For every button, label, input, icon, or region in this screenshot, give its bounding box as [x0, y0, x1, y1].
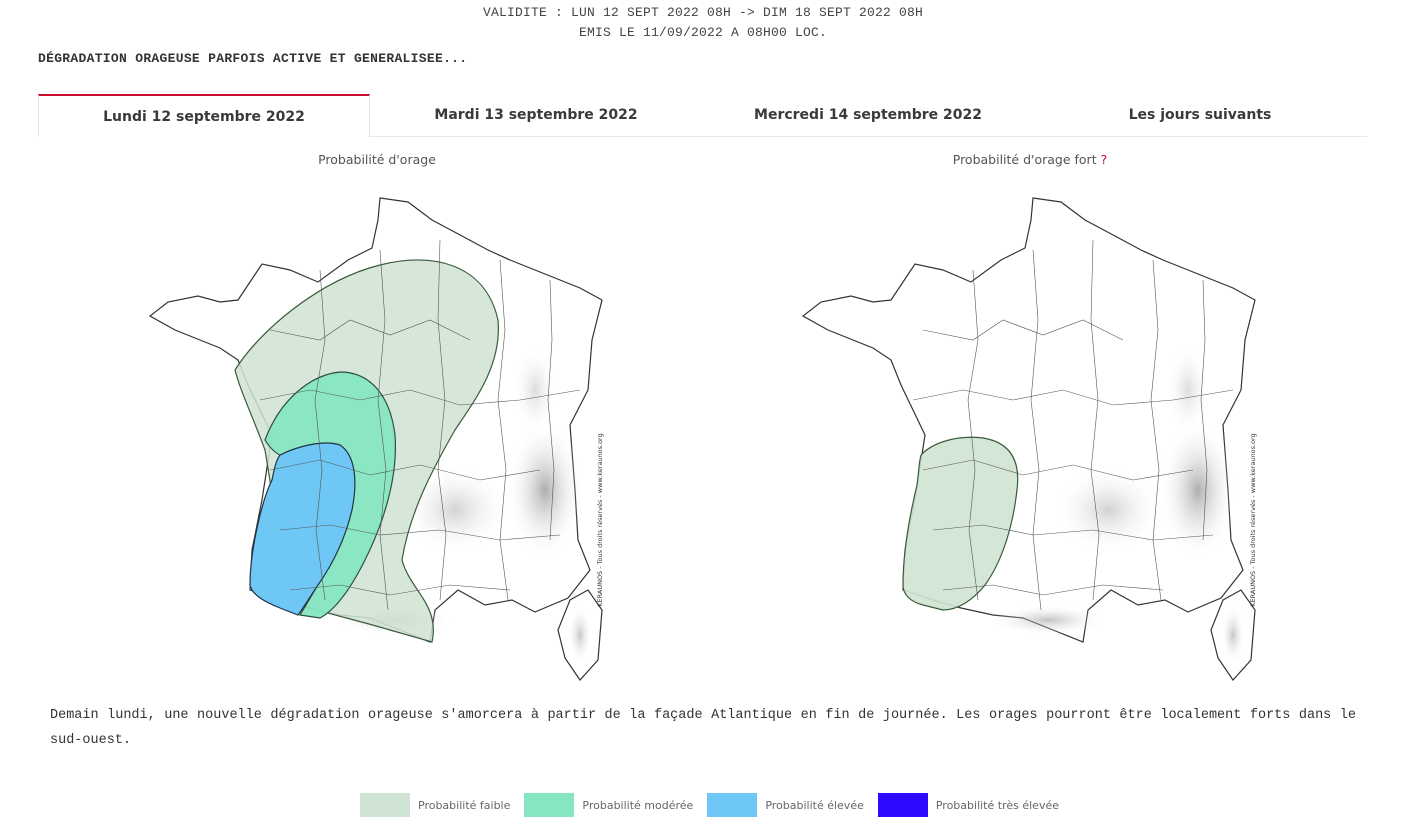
- map-title-text: Probabilité d'orage fort: [952, 152, 1097, 167]
- forecast-description: Demain lundi, une nouvelle dégradation o…: [50, 708, 1356, 748]
- validity-period: VALIDITE : LUN 12 SEPT 2022 08H -> DIM 1…: [482, 5, 924, 20]
- legend-swatch-high: [707, 793, 758, 817]
- issued-date: EMIS LE 11/09/2022 A 08H00 LOC.: [578, 25, 828, 40]
- map-title-strong-storm-probability: Probabilité d'orage fort ?: [873, 152, 1187, 167]
- probability-legend: Probabilité faible Probabilité modérée P…: [360, 793, 1073, 817]
- validity-header: VALIDITE : LUN 12 SEPT 2022 08H -> DIM 1…: [0, 3, 1406, 43]
- legend-swatch-low: [360, 793, 410, 817]
- relief-shading: [988, 345, 1245, 665]
- legend-swatch-moderate: [524, 793, 575, 817]
- department-borders: [912, 239, 1234, 611]
- map-storm-probability: KERAUNOS - Tous droits réservés - www.ke…: [148, 197, 604, 681]
- map-title-text: Probabilité d'orage: [318, 152, 436, 167]
- forecast-headline: DÉGRADATION ORAGEUSE PARFOIS ACTIVE ET G…: [38, 51, 468, 66]
- risk-zone-low: [902, 436, 1019, 611]
- legend-label-high: Probabilité élevée: [765, 798, 864, 812]
- legend-item-very-high: Probabilité très élevée: [877, 793, 1059, 817]
- legend-swatch-very-high: [877, 793, 928, 817]
- tab-following-days[interactable]: Les jours suivants: [1128, 107, 1272, 123]
- map-title-storm-probability: Probabilité d'orage: [220, 152, 534, 167]
- legend-label-low: Probabilité faible: [418, 798, 511, 812]
- help-icon[interactable]: ?: [1100, 152, 1108, 167]
- map-strong-storm-probability: KERAUNOS - Tous droits réservés - www.ke…: [801, 197, 1257, 681]
- map-watermark: KERAUNOS - Tous droits réservés - www.ke…: [596, 433, 604, 607]
- department-borders: [259, 239, 581, 611]
- tab-monday[interactable]: Lundi 12 septembre 2022: [38, 94, 370, 137]
- legend-item-low: Probabilité faible: [360, 793, 510, 817]
- legend-label-very-high: Probabilité très élevée: [935, 798, 1059, 812]
- tab-tuesday[interactable]: Mardi 13 septembre 2022: [434, 107, 638, 123]
- legend-item-high: Probabilité élevée: [707, 793, 864, 817]
- legend-label-moderate: Probabilité modérée: [582, 798, 694, 812]
- day-tabs: Lundi 12 septembre 2022 Mardi 13 septemb…: [38, 94, 1367, 137]
- tab-wednesday[interactable]: Mercredi 14 septembre 2022: [754, 107, 982, 123]
- map-watermark: KERAUNOS - Tous droits réservés - www.ke…: [1249, 433, 1257, 607]
- legend-item-moderate: Probabilité modérée: [524, 793, 693, 817]
- risk-zone-high: [249, 442, 356, 616]
